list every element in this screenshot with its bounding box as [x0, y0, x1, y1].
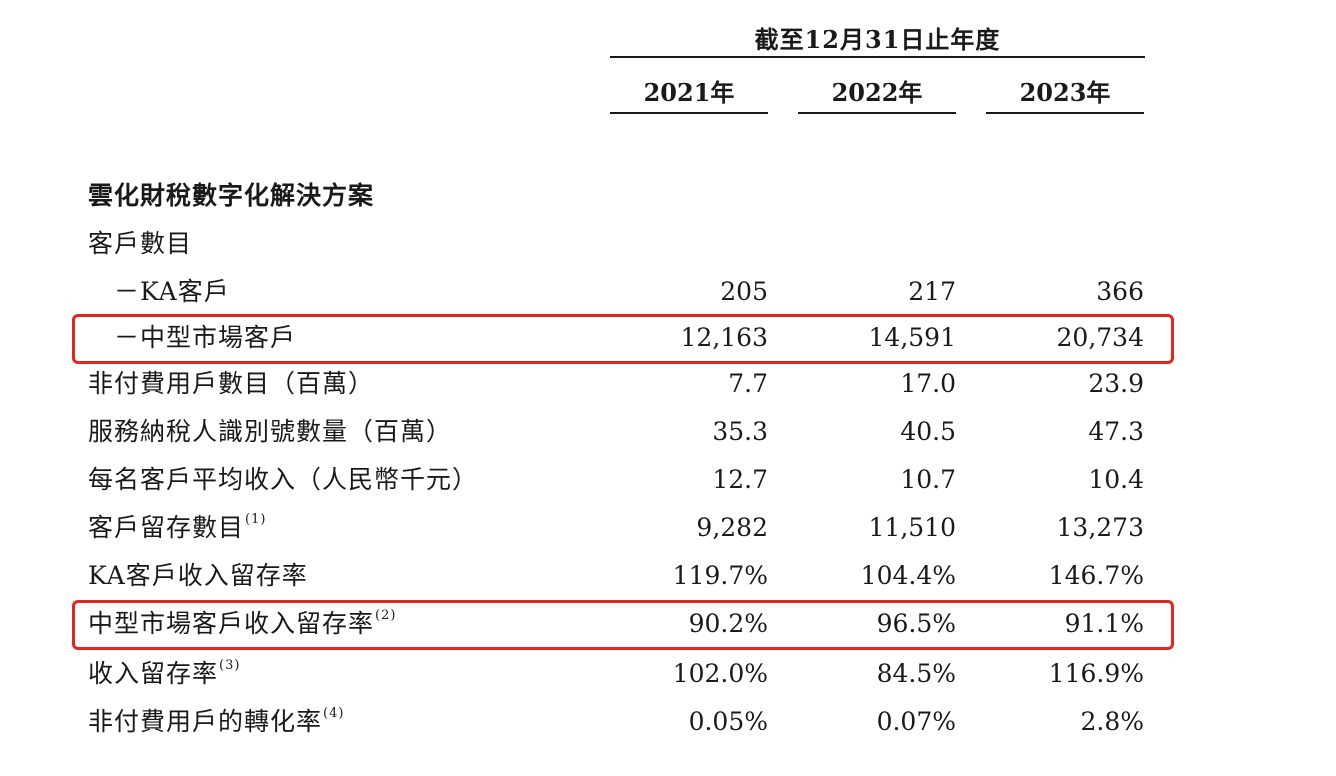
table-row-ka-customers: －KA客戶 205 217 366	[0, 268, 1336, 316]
section-title: 雲化財稅數字化解決方案	[88, 181, 375, 210]
year-header-2021: 2021年	[610, 68, 768, 114]
value-2022: 40.5	[900, 417, 956, 446]
value-2022: 17.0	[900, 369, 956, 398]
value-2023: 146.7%	[1048, 561, 1144, 590]
value-2023: 13,273	[1056, 513, 1144, 542]
value-2022: 96.5%	[876, 609, 956, 638]
value-2021: 119.7%	[672, 561, 768, 590]
value-2022: 10.7	[900, 465, 956, 494]
value-2021: 90.2%	[688, 609, 768, 638]
table-row-nonpaying-users: 非付費用戶數目（百萬） 7.7 17.0 23.9	[0, 360, 1336, 408]
footnote-marker: (4)	[323, 706, 345, 721]
row-label: 非付費用戶數目（百萬）	[88, 369, 375, 398]
row-label: －中型市場客戶	[114, 323, 297, 352]
value-2022: 217	[908, 277, 956, 306]
row-label: 中型市場客戶收入留存率(2)	[88, 600, 396, 648]
row-label: 收入留存率(3)	[88, 650, 240, 698]
value-2023: 23.9	[1088, 369, 1144, 398]
row-label: 每名客戶平均收入（人民幣千元）	[88, 465, 479, 494]
footnote-marker: (2)	[375, 608, 397, 623]
row-label: 非付費用戶的轉化率(4)	[88, 698, 344, 746]
value-2021: 12.7	[712, 465, 768, 494]
value-2021: 35.3	[712, 417, 768, 446]
row-label: 服務納稅人識別號數量（百萬）	[88, 417, 453, 446]
row-label-text: 客戶留存數目	[88, 513, 245, 542]
table-row-customer-count: 客戶數目	[0, 220, 1336, 268]
row-label-text: 中型市場客戶收入留存率	[88, 609, 375, 638]
value-2022: 11,510	[868, 513, 956, 542]
table-row-ka-revenue-retention: KA客戶收入留存率 119.7% 104.4% 146.7%	[0, 552, 1336, 600]
value-2021: 205	[720, 277, 768, 306]
value-2021: 9,282	[696, 513, 768, 542]
row-label-text: 非付費用戶的轉化率	[88, 707, 323, 736]
year-header-2023: 2023年	[986, 68, 1144, 114]
value-2021: 102.0%	[672, 659, 768, 688]
value-2023: 366	[1096, 277, 1144, 306]
value-2022: 104.4%	[860, 561, 956, 590]
highlight-box-midmarket-customers	[72, 314, 1174, 364]
table-row-conversion-rate: 非付費用戶的轉化率(4) 0.05% 0.07% 2.8%	[0, 698, 1336, 746]
value-2021: 12,163	[680, 323, 768, 352]
table-row-midmarket-customers: －中型市場客戶 12,163 14,591 20,734	[0, 314, 1336, 362]
value-2023: 91.1%	[1064, 609, 1144, 638]
value-2023: 47.3	[1088, 417, 1144, 446]
table-row-taxpayer-ids: 服務納稅人識別號數量（百萬） 35.3 40.5 47.3	[0, 408, 1336, 456]
row-label: 客戶留存數目(1)	[88, 504, 266, 552]
fiscal-year-header: 截至12月31日止年度	[610, 14, 1145, 58]
value-2023: 116.9%	[1048, 659, 1144, 688]
table-row-revenue-retention: 收入留存率(3) 102.0% 84.5% 116.9%	[0, 650, 1336, 698]
row-label: －KA客戶	[114, 277, 230, 306]
row-label: KA客戶收入留存率	[88, 561, 308, 590]
value-2021: 0.05%	[688, 707, 768, 736]
row-label: 客戶數目	[88, 229, 193, 258]
row-label-text: 收入留存率	[88, 659, 219, 688]
value-2021: 7.7	[728, 369, 768, 398]
value-2022: 84.5%	[876, 659, 956, 688]
table-row-midmarket-revenue-retention: 中型市場客戶收入留存率(2) 90.2% 96.5% 91.1%	[0, 600, 1336, 648]
value-2023: 2.8%	[1080, 707, 1144, 736]
value-2022: 14,591	[868, 323, 956, 352]
fiscal-year-title: 截至12月31日止年度	[754, 24, 1001, 54]
footnote-marker: (1)	[245, 512, 267, 527]
year-header-2022: 2022年	[798, 68, 956, 114]
table-row-retained-customers: 客戶留存數目(1) 9,282 11,510 13,273	[0, 504, 1336, 552]
value-2022: 0.07%	[876, 707, 956, 736]
highlight-box-midmarket-retention	[72, 600, 1174, 650]
footnote-marker: (3)	[219, 658, 241, 673]
value-2023: 10.4	[1088, 465, 1144, 494]
table-row-avg-revenue: 每名客戶平均收入（人民幣千元） 12.7 10.7 10.4	[0, 456, 1336, 504]
value-2023: 20,734	[1056, 323, 1144, 352]
